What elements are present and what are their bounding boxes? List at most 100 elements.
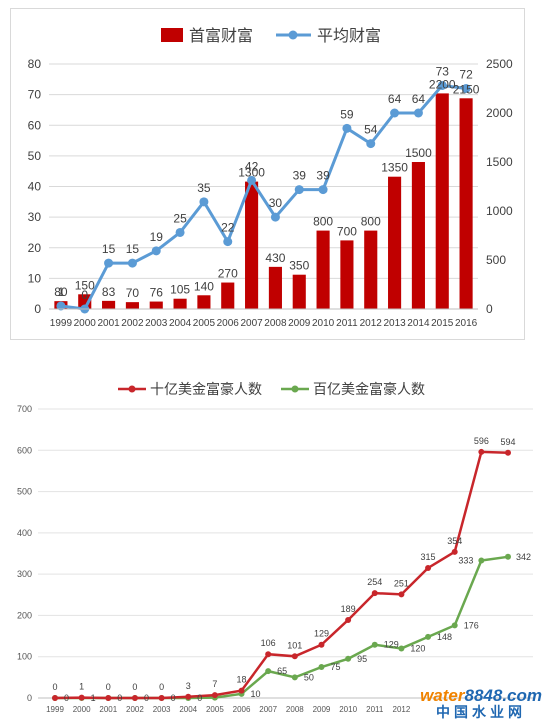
legend-label: 百亿美金富豪人数 [313, 381, 425, 397]
x-tick-label: 2002 [126, 705, 144, 714]
green-value-label: 0 [197, 693, 202, 703]
bar-value-label: 76 [150, 286, 164, 300]
line-point [398, 645, 405, 652]
watermark-part-a: water [420, 686, 465, 705]
y-left-tick-label: 20 [28, 241, 42, 255]
bar [149, 301, 163, 309]
line-point [211, 692, 218, 699]
line-value-label: 72 [459, 68, 473, 82]
line-point [345, 616, 352, 623]
x-tick-label: 2010 [312, 318, 335, 329]
line-value-label: 15 [126, 242, 140, 256]
line-point [151, 246, 161, 256]
bar [245, 181, 259, 309]
line-point [127, 258, 137, 268]
bar [364, 230, 378, 309]
legend-swatch-marker [288, 30, 298, 40]
line-value-label: 64 [388, 92, 402, 106]
line-point [437, 80, 447, 90]
legend-swatch-marker [291, 385, 299, 393]
legend-swatch-marker [128, 385, 136, 393]
line-point [425, 564, 432, 571]
bar-value-label: 105 [170, 283, 190, 297]
x-tick-label: 2009 [313, 705, 331, 714]
line-point [265, 668, 272, 675]
line-value-label: 22 [221, 221, 235, 235]
red-value-label: 106 [261, 638, 276, 648]
y-right-tick-label: 2500 [486, 57, 513, 71]
line-value-label: 0 [81, 288, 88, 302]
red-value-label: 3 [186, 681, 191, 691]
red-value-label: 596 [474, 436, 489, 446]
y-right-tick-label: 0 [486, 302, 493, 316]
watermark-part-b: 8848 [464, 686, 503, 705]
line-point [318, 185, 328, 195]
bar [459, 98, 473, 309]
y-tick-label: 500 [17, 487, 32, 497]
line-point [425, 633, 432, 640]
line-point [270, 212, 280, 222]
bar [388, 176, 402, 309]
bar [102, 300, 116, 309]
green-value-label: 1 [91, 693, 96, 703]
bar-value-label: 1300 [238, 166, 265, 180]
line-point [185, 693, 192, 700]
x-tick-label: 2006 [233, 705, 251, 714]
x-tick-label: 2012 [393, 705, 411, 714]
x-tick-label: 2004 [169, 318, 192, 329]
x-tick-label: 2008 [264, 318, 287, 329]
x-tick-label: 2015 [431, 318, 454, 329]
line-point [318, 664, 325, 671]
x-tick-label: 2000 [73, 705, 91, 714]
bar [221, 282, 235, 309]
line-point [131, 695, 138, 701]
red-value-label: 0 [132, 682, 137, 692]
x-tick-label: 2001 [97, 318, 120, 329]
x-tick-label: 2002 [121, 318, 144, 329]
green-value-label: 342 [516, 552, 531, 562]
bar-value-label: 83 [102, 285, 116, 299]
x-tick-label: 1999 [46, 705, 64, 714]
line-point [265, 651, 272, 658]
line-value-label: 39 [293, 169, 307, 183]
x-tick-label: 1999 [50, 318, 73, 329]
watermark-logo: water8848.com 中国水业网 [420, 687, 542, 719]
x-tick-label: 2003 [145, 318, 168, 329]
line-value-label: 59 [340, 107, 354, 121]
average-wealth-line [60, 83, 467, 311]
line-point [451, 548, 458, 555]
line-value-label: 19 [150, 230, 164, 244]
line-point [342, 123, 352, 133]
green-value-label: 0 [64, 693, 69, 703]
line-point [478, 448, 485, 455]
line-point [104, 258, 114, 268]
line-point [238, 687, 245, 694]
x-tick-label: 2010 [339, 705, 357, 714]
red-value-label: 251 [394, 578, 409, 588]
x-tick-label: 2011 [366, 705, 384, 714]
line-value-label: 39 [316, 169, 330, 183]
y-left-tick-label: 60 [28, 118, 42, 132]
line-point [398, 591, 405, 598]
line-point [371, 590, 378, 597]
y-tick-label: 300 [17, 569, 32, 579]
green-value-label: 0 [171, 693, 176, 703]
y-tick-label: 0 [27, 693, 32, 703]
green-value-label: 129 [384, 640, 399, 650]
line-point [413, 108, 423, 118]
legend-label: 十亿美金富豪人数 [150, 381, 262, 397]
line-value-label: 15 [102, 242, 116, 256]
x-tick-label: 2005 [206, 705, 224, 714]
y-left-tick-label: 70 [28, 88, 42, 102]
x-tick-label: 2004 [179, 705, 197, 714]
watermark-site-name: 中国水业网 [436, 704, 527, 720]
line-value-label: 1 [58, 285, 65, 299]
red-value-label: 254 [367, 577, 382, 587]
bar-value-label: 140 [194, 279, 214, 293]
bar-value-label: 800 [313, 215, 333, 229]
bar-value-label: 70 [126, 286, 140, 300]
bar-value-label: 700 [337, 224, 357, 238]
line-point [345, 655, 352, 662]
